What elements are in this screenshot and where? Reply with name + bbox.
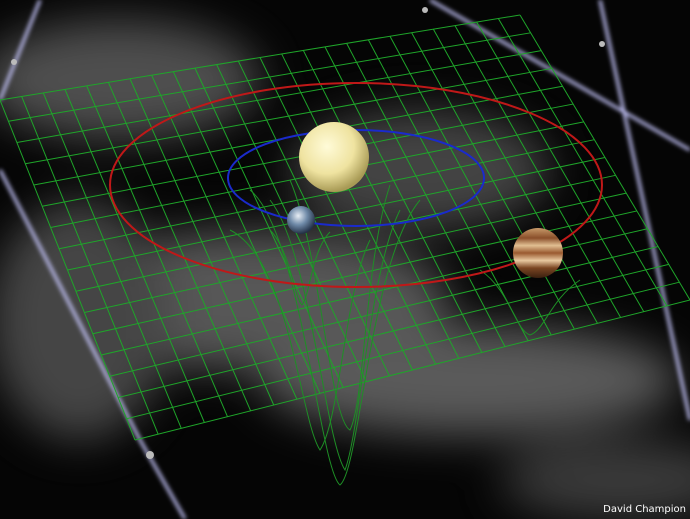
grid-line [25, 67, 552, 165]
spacetime-grid [0, 14, 690, 441]
earth [287, 206, 315, 234]
grid-line [67, 157, 606, 271]
grid-line [84, 192, 627, 313]
credit: David Champion [603, 504, 686, 515]
grid-line [134, 299, 690, 441]
sun [299, 122, 369, 192]
grid-line [8, 32, 531, 122]
outer-orbit [109, 82, 603, 288]
grid-line [75, 174, 616, 292]
jupiter [513, 228, 563, 278]
markers [11, 7, 605, 459]
grid-line [16, 50, 542, 143]
grid-line [0, 14, 521, 101]
grid-line [118, 263, 669, 398]
gravity-well [229, 179, 581, 486]
grid-line [58, 139, 595, 250]
grid-line [126, 281, 680, 420]
grid-line [109, 246, 659, 377]
